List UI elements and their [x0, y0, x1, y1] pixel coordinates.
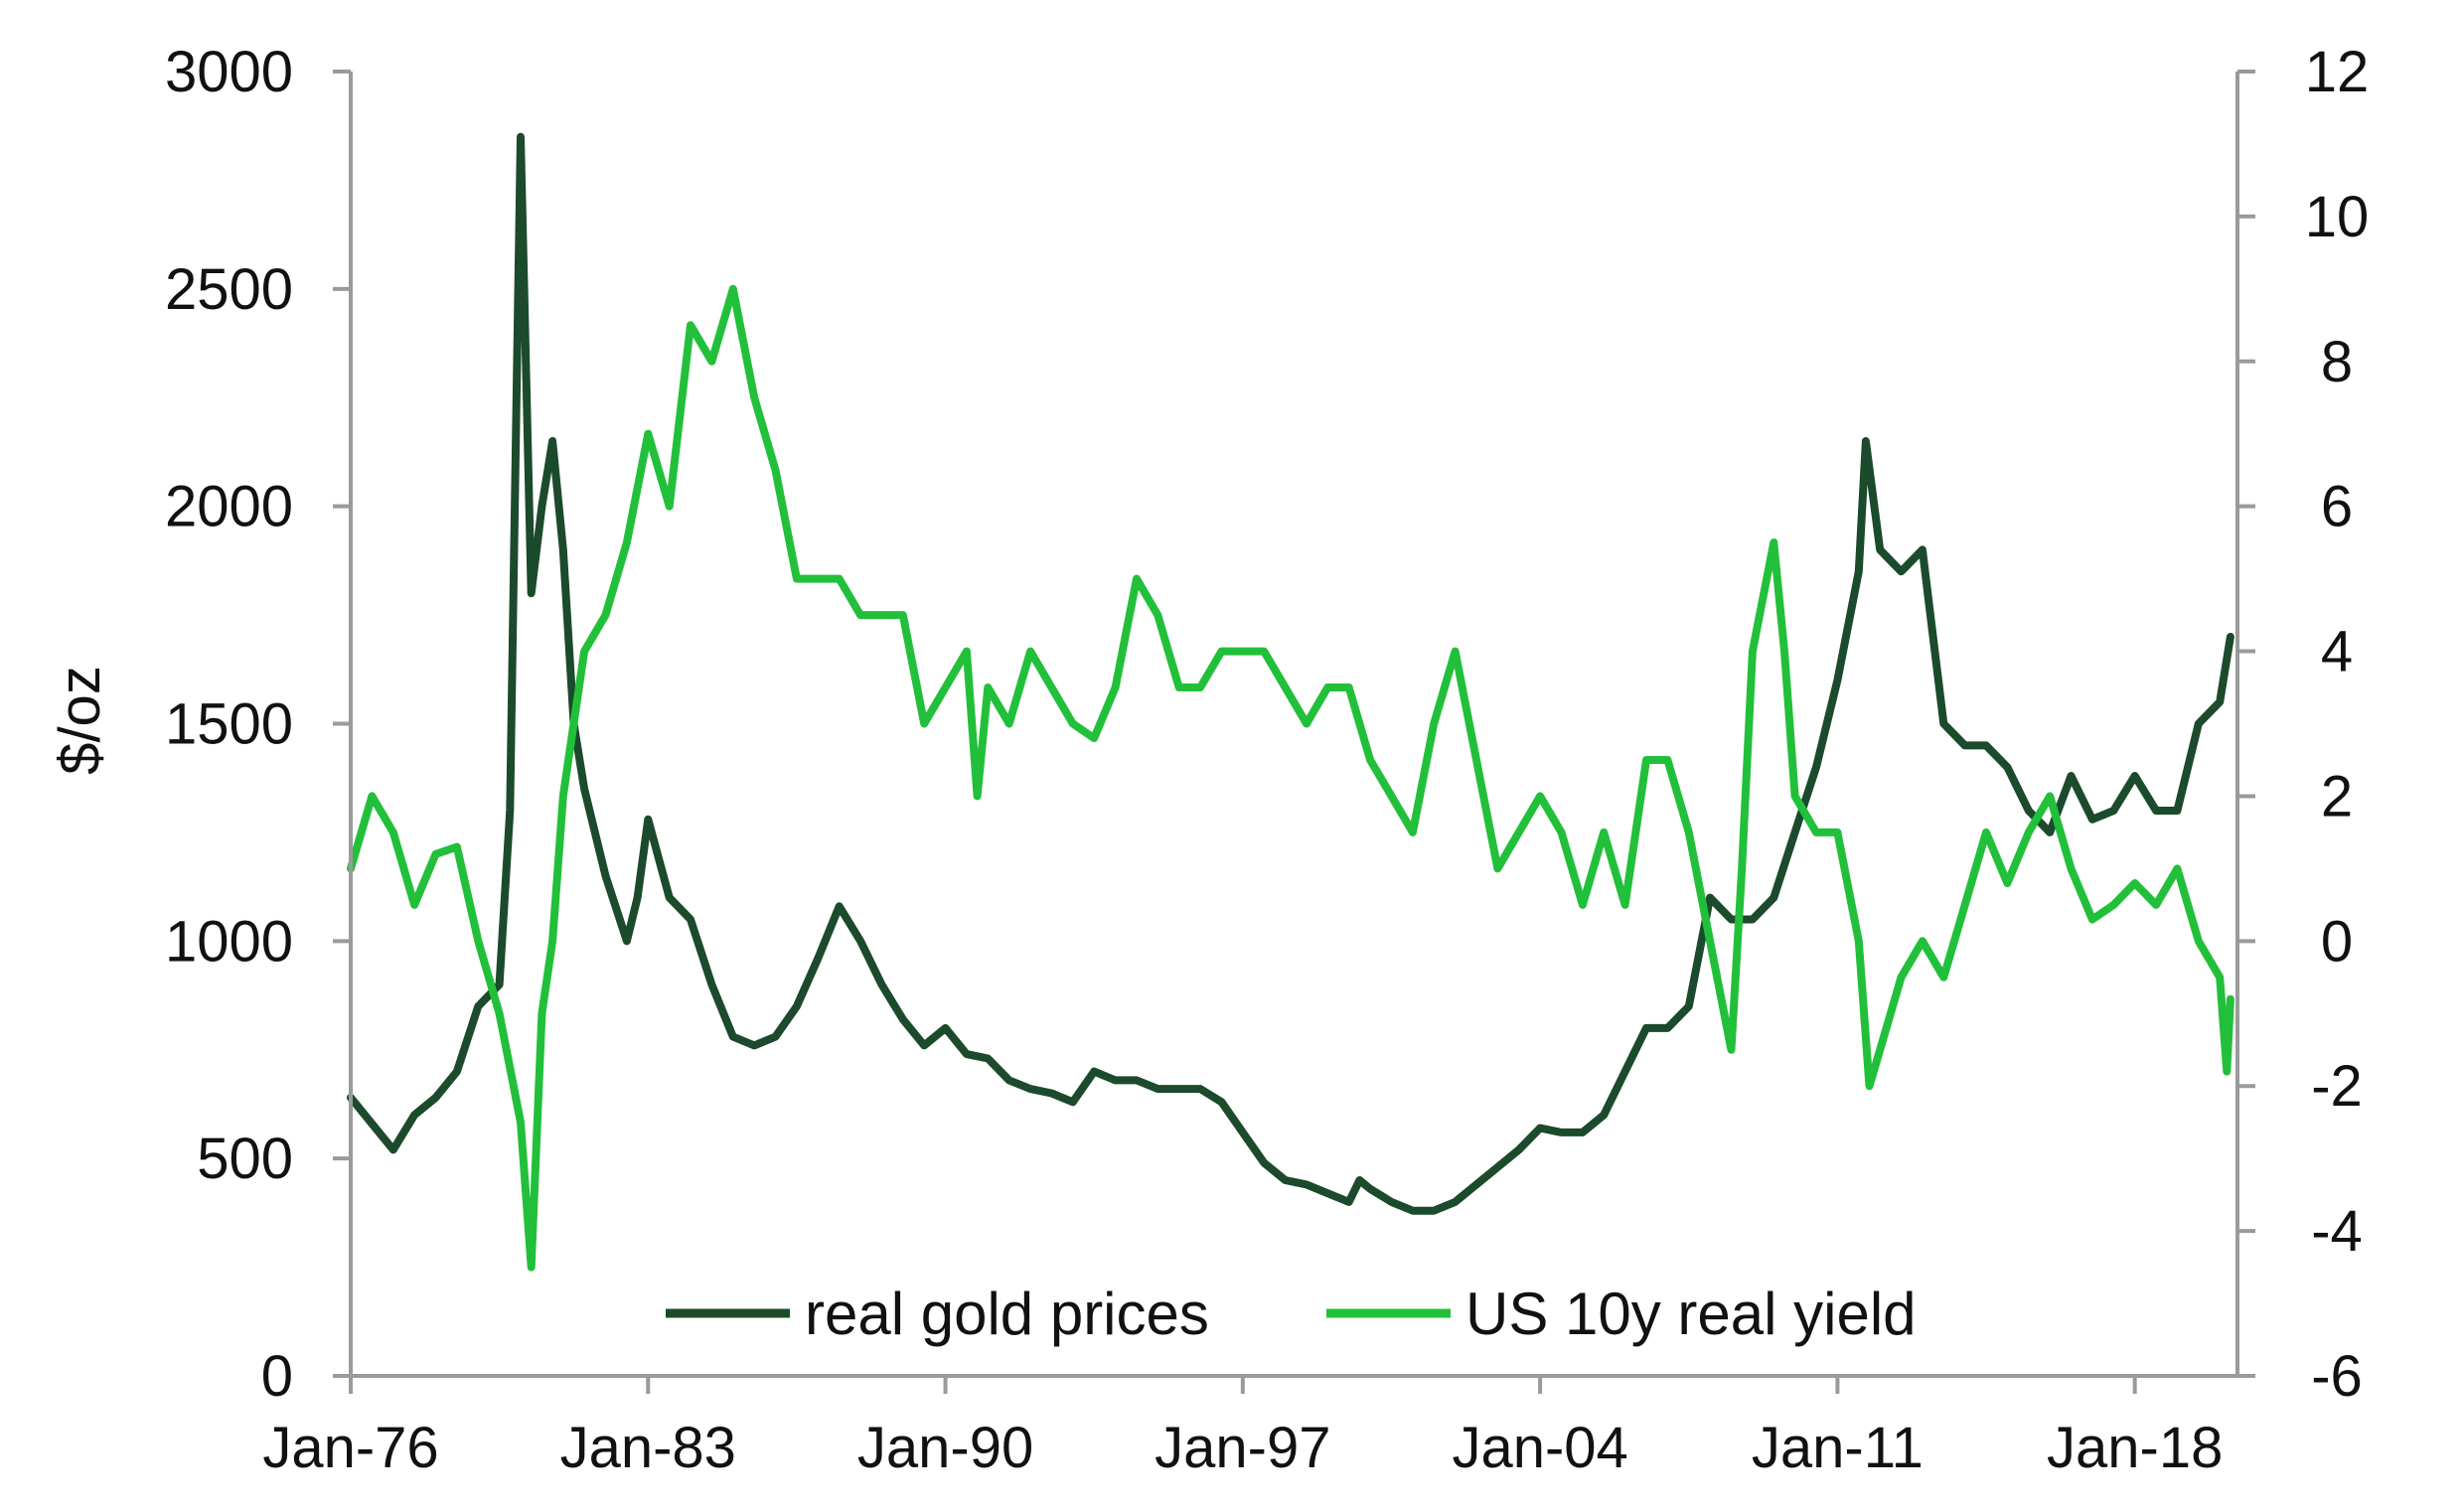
- right-y-tick-label: -4: [2311, 1199, 2363, 1264]
- legend-label: US 10y real yield: [1465, 1281, 1917, 1347]
- real-gold-price-line: [347, 132, 2234, 1215]
- right-y-tick-label: 10: [2305, 185, 2370, 249]
- x-tick-label: Jan-11: [1752, 1416, 1924, 1480]
- left-y-tick-label: 1000: [165, 909, 293, 974]
- left-y-tick-label: 500: [197, 1127, 293, 1191]
- x-tick-label: Jan-04: [1452, 1416, 1627, 1480]
- right-y-tick-label: 12: [2305, 40, 2370, 104]
- y-axis-title: $/oz: [48, 666, 112, 775]
- right-y-tick-label: 4: [2321, 620, 2353, 684]
- right-y-tick-label: 2: [2321, 764, 2353, 829]
- right-y-tick-label: -2: [2311, 1054, 2363, 1119]
- left-y-tick-label: 2500: [165, 257, 293, 322]
- x-tick-label: Jan-76: [262, 1416, 438, 1480]
- right-y-tick-label: 0: [2321, 909, 2353, 974]
- us-real-yield-line: [347, 284, 2234, 1272]
- x-tick-label: Jan-97: [1155, 1416, 1330, 1480]
- legend-item-us-real-yield: US 10y real yield: [1326, 1281, 1917, 1347]
- legend-item-real-gold-prices: real gold prices: [666, 1281, 1209, 1347]
- left-y-tick-label: 2000: [165, 475, 293, 539]
- legend-label: real gold prices: [805, 1281, 1209, 1347]
- x-tick-label: Jan-90: [857, 1416, 1033, 1480]
- series-layer: [347, 132, 2234, 1272]
- left-y-tick-label: 1500: [165, 692, 293, 757]
- right-y-tick-label: -6: [2311, 1344, 2363, 1409]
- right-y-tick-label: 6: [2321, 475, 2353, 539]
- left-y-tick-label: 3000: [165, 40, 293, 104]
- legend: real gold prices US 10y real yield: [666, 1281, 1917, 1347]
- x-tick-label: Jan-18: [2047, 1416, 2223, 1480]
- axes-layer: 0 500 1000 1500 2000 2500 3000 -6 -4 -2 0 2 4 6 8 10 12 J…: [165, 40, 2369, 1480]
- x-tick-label: Jan-83: [560, 1416, 736, 1480]
- right-y-tick-label: 8: [2321, 330, 2353, 394]
- left-y-tick-label: 0: [261, 1344, 293, 1409]
